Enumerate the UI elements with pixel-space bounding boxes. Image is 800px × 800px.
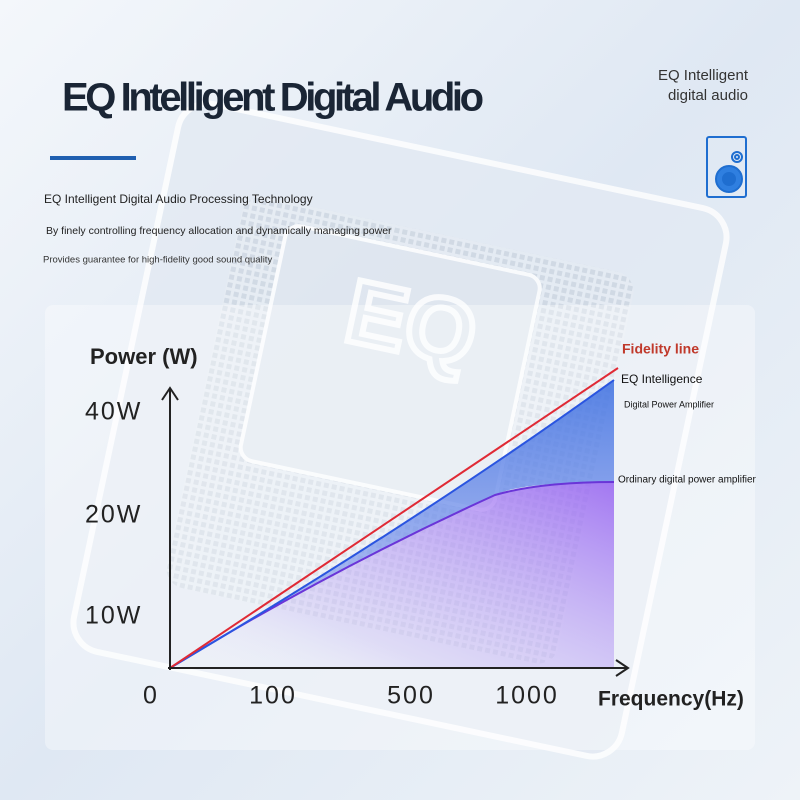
description-line: By finely controlling frequency allocati…	[46, 225, 392, 237]
x-tick-label: 100	[249, 682, 297, 710]
y-tick-label: 10W	[85, 602, 142, 630]
y-tick-label: 20W	[85, 501, 142, 529]
curves	[169, 367, 619, 669]
x-axis-label: Frequency(Hz)	[598, 688, 744, 711]
curve-label: Digital Power Amplifier	[624, 399, 714, 409]
speaker-icon	[706, 136, 747, 198]
badge-text: digital audio	[668, 87, 748, 104]
description-line: EQ Intelligent Digital Audio Processing …	[44, 192, 313, 206]
badge-text: EQ Intelligent	[658, 67, 749, 84]
description-line: Provides guarantee for high-fidelity goo…	[43, 255, 272, 266]
title-underline	[50, 156, 136, 160]
x-tick-label: 1000	[495, 682, 559, 710]
axes	[161, 386, 630, 677]
curve-label: Ordinary digital power amplifier	[618, 475, 757, 486]
y-tick-label: 40W	[85, 398, 142, 426]
x-tick-label: 500	[387, 682, 435, 710]
curve-label: EQ Intelligence	[621, 372, 703, 386]
title: EQ Intelligent Digital Audio	[62, 76, 484, 120]
curve-label: Fidelity line	[622, 341, 699, 357]
x-tick-label: 0	[143, 682, 157, 710]
y-axis-label: Power (W)	[90, 344, 198, 369]
